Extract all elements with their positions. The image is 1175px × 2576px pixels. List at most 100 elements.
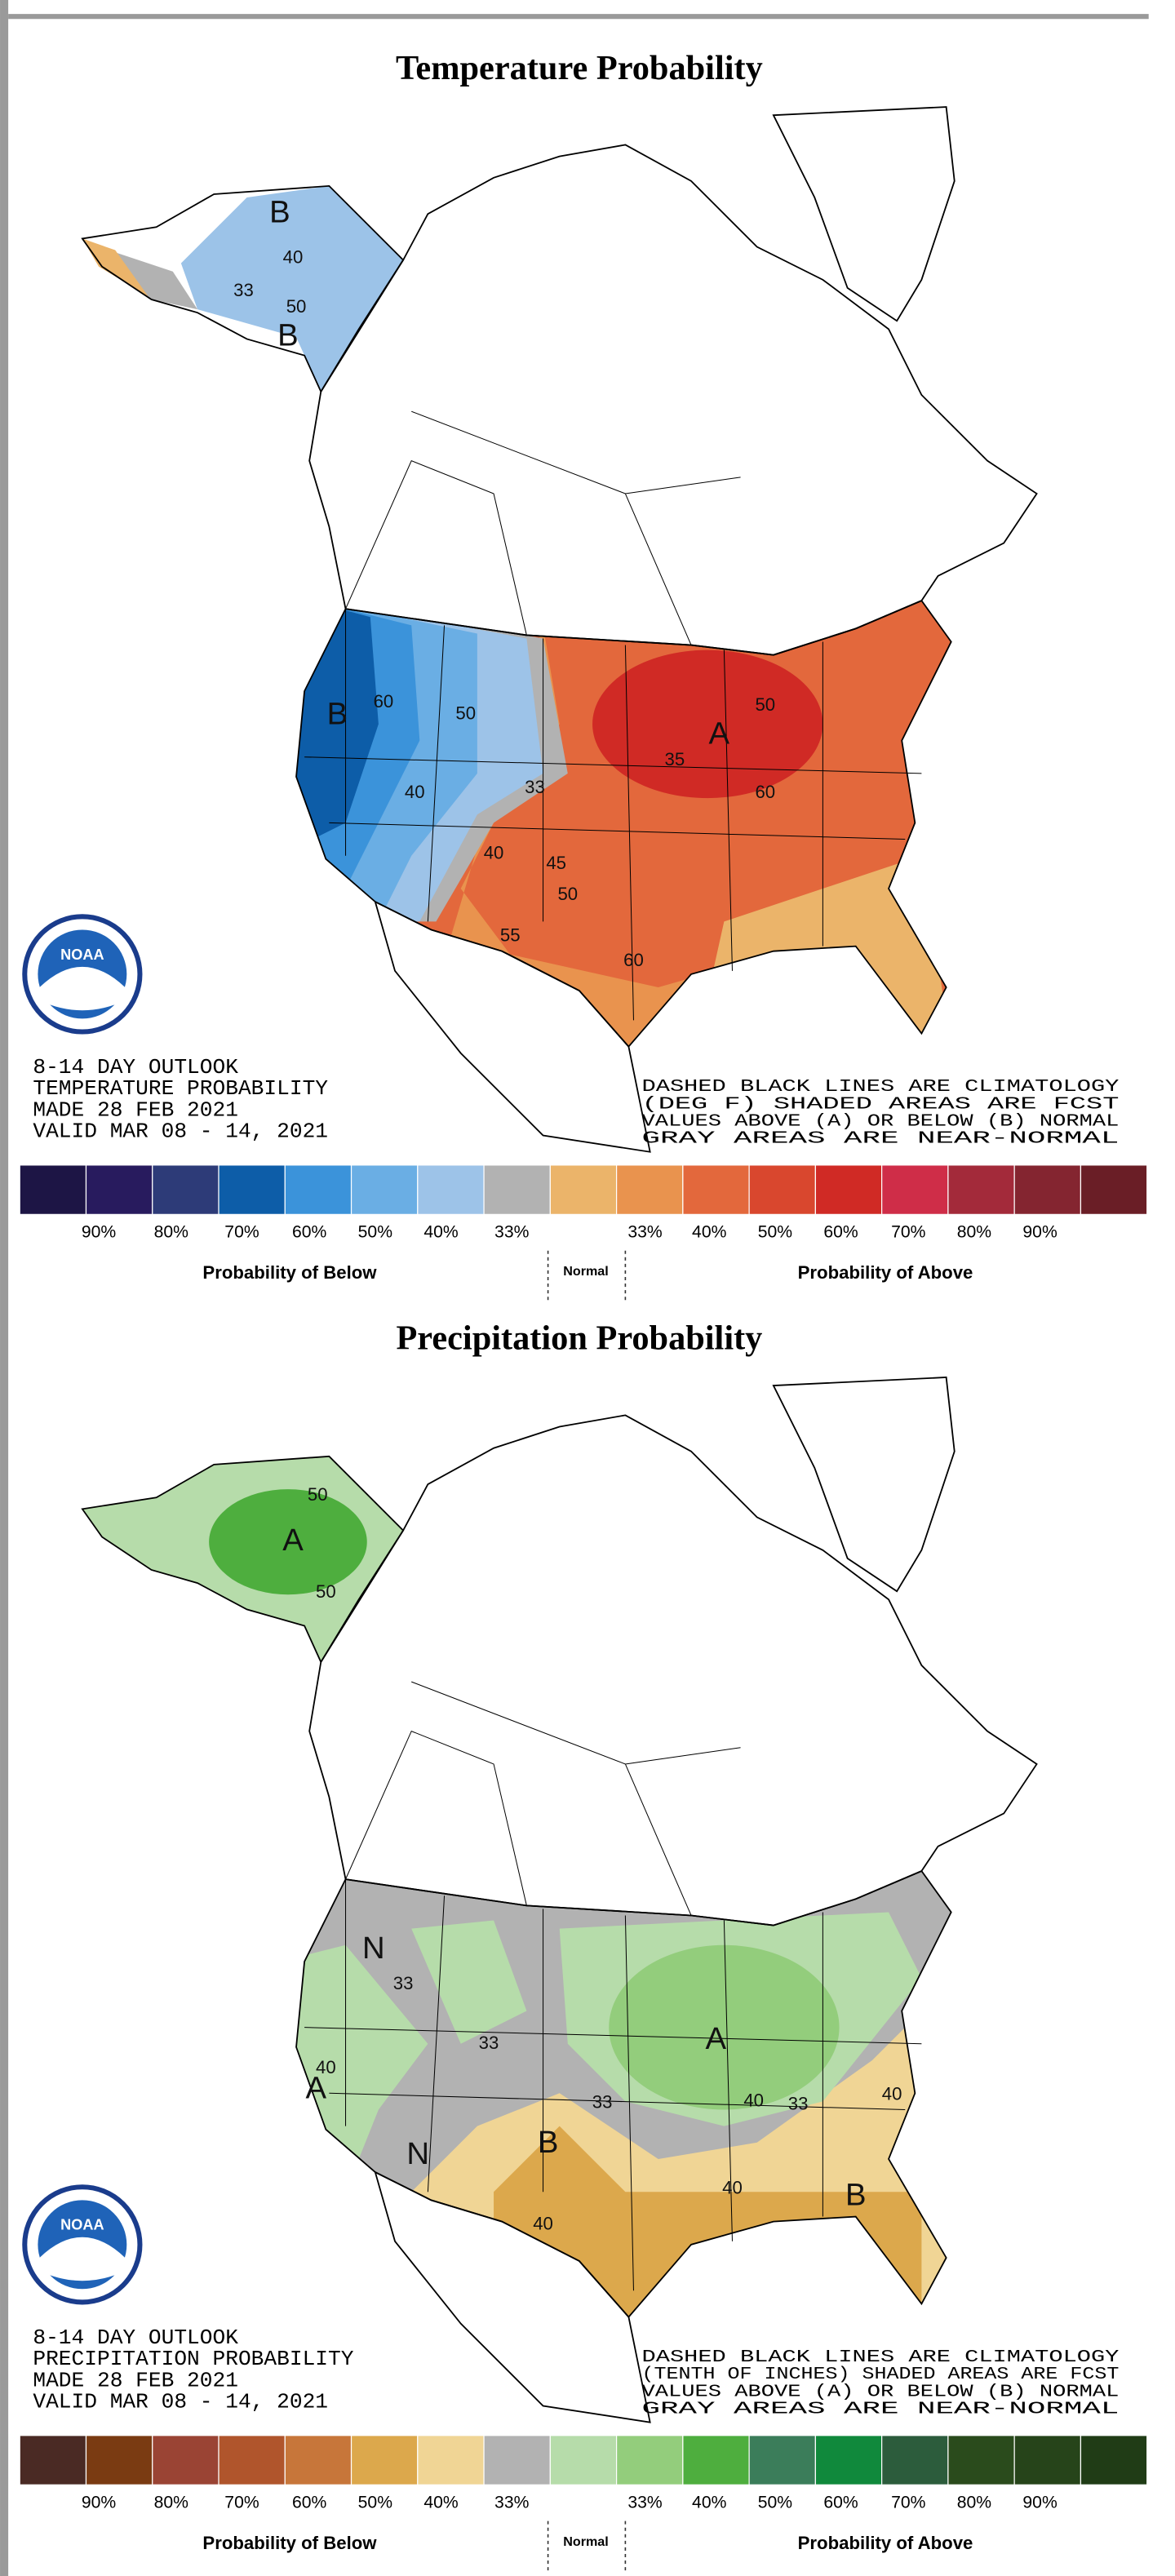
map-label: 40 [484,843,504,863]
legend-swatch [682,2435,750,2485]
note-line: DASHED BLACK LINES ARE CLIMATOLOGY [642,2348,1120,2367]
legend-label: 80% [154,1223,189,1242]
legend-swatch [682,1164,750,1215]
note-line: VALUES ABOVE (A) OR BELOW (B) NORMAL [642,1111,1120,1131]
map-label: A [706,2021,727,2056]
outlook-line: PRECIPITATION PROBABILITY [33,2347,353,2371]
legend-label: 50% [358,1223,393,1242]
legend-below: Probability of Below [202,1262,377,1283]
map-label: 50 [557,884,578,904]
legend-swatch [748,2435,816,2485]
legend-swatch [549,2435,618,2485]
legend-swatch [615,2435,684,2485]
legend-swatch [85,2435,153,2485]
map-label: B [277,318,299,353]
map-label: 55 [500,925,521,946]
legend-below: Probability of Below [202,2533,377,2553]
map-label: B [327,696,348,731]
legend-label: 80% [957,1223,992,1242]
map-label: 40 [743,2090,764,2110]
legend-swatch [549,1164,618,1215]
legend-swatch [19,2435,87,2485]
map-label: 33 [233,280,254,300]
legend-swatch [748,1164,816,1215]
map-label: 60 [374,691,394,712]
legend-label: 50% [758,2494,793,2512]
legend-swatch [152,2435,219,2485]
legend-swatch [284,1164,352,1215]
legend-swatch [947,1164,1015,1215]
panel-title: Precipitation Probability [396,1319,762,1358]
alaska-above [82,238,149,297]
legend-label: 40% [423,2494,459,2512]
alaska-above [209,1489,367,1595]
legend-above: Probability of Above [798,2533,973,2553]
legend-label: 70% [224,1223,259,1242]
legend-label: 33% [627,2494,663,2512]
legend-swatch [350,1164,419,1215]
legend-above: Probability of Above [798,1262,973,1283]
map-label: 33 [393,1973,414,1993]
map-label: 40 [316,2057,336,2077]
legend-label: 90% [1022,1223,1058,1242]
legend-swatch [350,2435,419,2485]
legend-swatch [152,1164,219,1215]
legend-swatch [284,2435,352,2485]
map-label: B [269,194,290,229]
map-label: N [362,1931,385,1966]
legend-label: 60% [292,1223,327,1242]
note-line: (DEG F) SHADED AREAS ARE FCST [642,1094,1120,1114]
map-label: A [305,2070,326,2105]
legend-label: 60% [823,1223,858,1242]
legend-normal: Normal [563,1264,609,1279]
alaska-below [180,185,404,392]
legend-label: 70% [891,2494,926,2512]
legend-swatch [417,1164,485,1215]
legend-label: 90% [82,1223,117,1242]
panel-title: Temperature Probability [396,49,763,87]
legend-label: 70% [224,2494,259,2512]
map-label: A [709,716,730,752]
legend-label: 50% [358,2494,393,2512]
map-label: 50 [755,694,775,715]
outlook-line: MADE 28 FEB 2021 [33,1097,238,1122]
map-label: 40 [283,247,304,268]
map-label: 50 [316,1581,336,1602]
left-frame [0,0,9,2576]
outlook-line: MADE 28 FEB 2021 [33,2368,238,2392]
map-label: B [538,2125,559,2160]
map-label: 40 [722,2177,743,2197]
legend-swatch [483,1164,551,1215]
legend-label: 40% [423,1223,459,1242]
map-label: 45 [546,853,566,873]
legend-label: 60% [292,2494,327,2512]
legend-label: 90% [1022,2494,1058,2512]
legend-label: 50% [758,1223,793,1242]
map-label: N [406,2136,429,2171]
outlook-line: VALID MAR 08 - 14, 2021 [33,2389,328,2414]
legend-label: 40% [692,1223,727,1242]
legend-label: 80% [154,2494,189,2512]
map-label: 50 [308,1484,328,1505]
map-label: 50 [455,703,476,723]
legend-normal: Normal [563,2534,609,2549]
legend-swatch [85,1164,153,1215]
legend-label: 33% [494,2494,530,2512]
map-label: 40 [882,2083,902,2104]
legend-swatch [814,2435,883,2485]
noaa-logo-wave [39,966,126,1011]
legend-swatch [1080,1164,1148,1215]
outlook-line: VALID MAR 08 - 14, 2021 [33,1120,328,1144]
map-label: 60 [623,950,644,970]
map-label: A [282,1523,304,1558]
legend-swatch [1080,2435,1148,2485]
legend-swatch [1013,1164,1082,1215]
map-label: 33 [479,2033,499,2053]
map-label: 33 [592,2091,613,2112]
legend-swatch [417,2435,485,2485]
map-label: 40 [533,2214,553,2234]
outlook-line: TEMPERATURE PROBABILITY [33,1076,328,1101]
